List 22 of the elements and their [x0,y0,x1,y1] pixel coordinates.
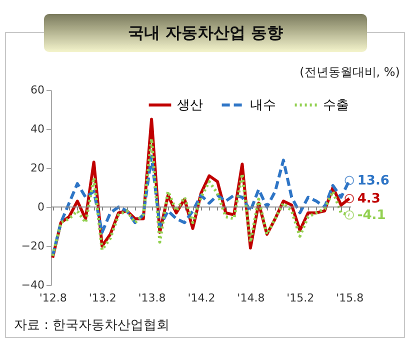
data-label: 4.3 [357,192,380,207]
y-tick-label: 40 [30,122,44,136]
x-tick-label: '12.8 [39,292,67,304]
y-tick-label: 60 [30,84,44,96]
data-label: 13.6 [357,173,390,188]
chart-title: 국내 자동차산업 동향 [44,14,367,52]
x-tick-label: '15.8 [336,292,364,304]
y-tick-label: 0 [38,200,44,214]
y-tick-label: 20 [30,162,44,174]
chart-subtitle: (전년동월대비, %) [300,64,400,81]
y-tick-label: −20 [21,240,44,252]
x-tick-label: '14.2 [188,292,216,304]
data-label: -4.1 [357,208,386,223]
x-tick-label: '14.8 [237,292,265,304]
y-tick-label: −40 [21,278,44,292]
x-tick-label: '13.8 [138,292,166,304]
x-tick-label: '15.2 [286,292,314,304]
legend-label: 수출 [323,98,349,113]
legend-label: 내수 [250,98,276,113]
x-tick-label: '13.2 [88,292,116,304]
text: 자료 : 한국자동차산업협회 [14,317,170,334]
legend-label: 생산 [177,98,203,113]
